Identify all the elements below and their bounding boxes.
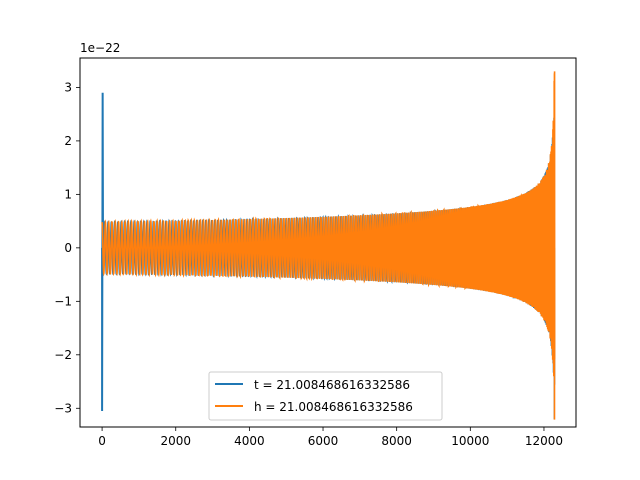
legend-box: [208, 371, 443, 421]
y-offset-text: 1e−22: [80, 41, 120, 55]
x-tick-label: 4000: [234, 434, 265, 448]
x-tick-label: 10000: [451, 434, 489, 448]
x-tick-label: 6000: [308, 434, 339, 448]
x-tick-label: 0: [98, 434, 106, 448]
legend: t = 21.008468616332586 h = 21.0084686163…: [208, 371, 443, 421]
y-tick-label: 1: [64, 187, 72, 201]
y-tick-label: 3: [64, 80, 72, 94]
x-tick-label: 8000: [381, 434, 412, 448]
y-tick-label: −3: [54, 401, 72, 415]
x-tick-label: 2000: [160, 434, 191, 448]
series-h-line: [101, 71, 556, 420]
legend-label-h: h = 21.008468616332586: [254, 400, 413, 414]
y-tick-label: 2: [64, 134, 72, 148]
x-axis: 0 2000 4000 6000 8000 10000 12000: [98, 427, 563, 448]
y-axis: −3 −2 −1 0 1 2 3: [54, 80, 80, 415]
y-tick-label: −2: [54, 348, 72, 362]
y-tick-label: −1: [54, 294, 72, 308]
legend-label-t: t = 21.008468616332586: [254, 378, 410, 392]
y-tick-label: 0: [64, 241, 72, 255]
x-tick-label: 12000: [525, 434, 563, 448]
plot-frame: [79, 57, 577, 428]
series-layer: [101, 71, 556, 420]
